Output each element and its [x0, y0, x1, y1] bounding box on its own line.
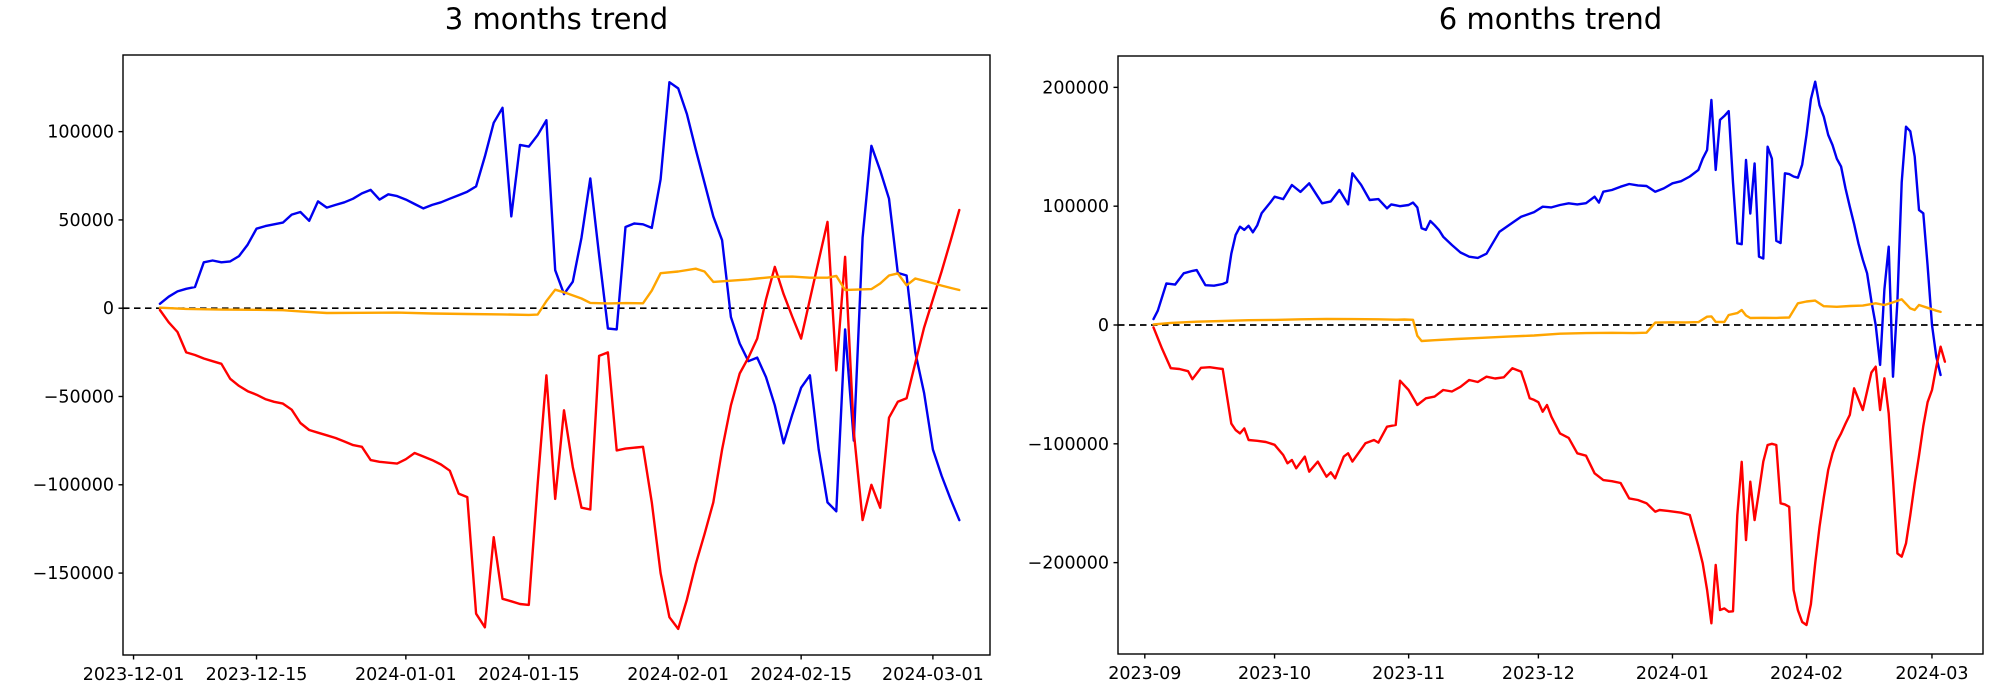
plot-area-3-months: 100000 50000 0 −50000 −100000 −150000 2023-12-…: [33, 54, 991, 685]
x-tick-label: 2023-10: [1238, 664, 1311, 684]
blue-series-line: [158, 80, 961, 522]
plot-area-6-months: 200000 100000 0 −100000 −200000 2023-09 2023-1…: [1028, 55, 1984, 684]
y-tick-label: 50000: [58, 211, 114, 231]
x-tick-label: 2024-03: [1895, 664, 1968, 684]
chart-title-3-months: 3 months trend: [444, 2, 669, 36]
figure-3-months-trend: 3 months trend 100000 50000 0 −50000 −100000…: [32, 2, 991, 685]
x-tick-label: 2024-01-01: [355, 665, 457, 685]
y-tick-label: −150000: [33, 564, 114, 584]
x-tick-label: 2023-09: [1108, 664, 1181, 684]
y-tick-label: 100000: [1042, 197, 1109, 217]
figure-6-months-trend: 6 months trend 200000 100000 0 −100000 −2000…: [1000, 0, 2000, 700]
x-tick-label: 2023-12-15: [206, 665, 308, 685]
y-tick-label: 200000: [1042, 78, 1109, 98]
axes-border: [1117, 55, 1984, 655]
y-tick-label: −100000: [33, 476, 114, 496]
x-tick-label: 2023-11: [1372, 664, 1445, 684]
y-tick-label: −200000: [1028, 554, 1109, 574]
y-tick-label: 0: [1098, 316, 1109, 336]
x-tick-label: 2024-01: [1636, 664, 1709, 684]
y-tick-label: −100000: [1028, 435, 1109, 455]
y-tick-label: 100000: [47, 123, 114, 143]
x-tick-label: 2024-03-01: [882, 665, 984, 685]
orange-series-line: [1152, 298, 1942, 343]
y-tick-label: −50000: [44, 387, 114, 407]
x-tick-label: 2024-02: [1770, 664, 1843, 684]
x-tick-label: 2023-12-01: [83, 665, 185, 685]
x-tick-label: 2024-01-15: [478, 665, 580, 685]
y-tick-label: 0: [103, 299, 114, 319]
red-series-line: [158, 208, 961, 631]
x-tick-label: 2023-12: [1502, 664, 1575, 684]
chart-title-6-months: 6 months trend: [1438, 2, 1663, 36]
x-tick-label: 2024-02-01: [627, 665, 729, 685]
x-tick-label: 2024-02-15: [750, 665, 852, 685]
orange-series-line: [158, 267, 961, 317]
blue-series-line: [1152, 80, 1942, 378]
red-series-line: [1152, 326, 1947, 627]
axes-border: [122, 54, 991, 656]
